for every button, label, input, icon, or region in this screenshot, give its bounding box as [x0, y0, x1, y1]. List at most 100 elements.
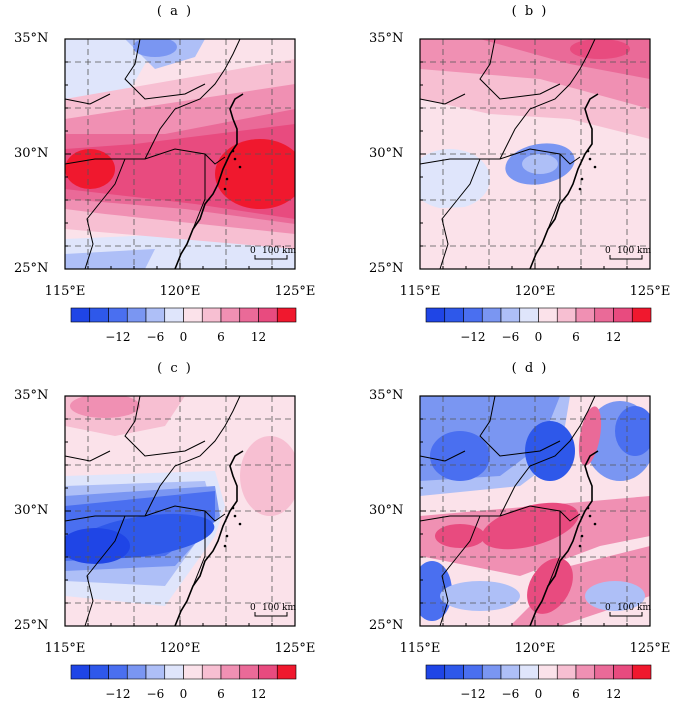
lon-label: 125°E [629, 284, 671, 299]
coastline [529, 93, 599, 270]
colorbar [70, 307, 297, 323]
colorbar-swatch [631, 664, 652, 680]
panel-title: ( a ) [156, 4, 194, 19]
colorbar-tick-label: −6 [501, 330, 520, 344]
scale-bar [254, 612, 288, 617]
colorbar-swatch [239, 664, 259, 680]
lat-label: 25°N [369, 618, 404, 633]
colorbar-swatch [258, 664, 278, 680]
lon-label: 115°E [399, 284, 441, 299]
colorbar-swatch [519, 664, 539, 680]
colorbar-swatch [89, 307, 109, 323]
colorbar-tick-label: 6 [217, 687, 225, 701]
colorbar-tick-label: 12 [250, 687, 267, 701]
lon-label: 125°E [274, 641, 316, 656]
lat-label: 35°N [369, 388, 404, 403]
colorbar-swatch [444, 664, 464, 680]
colorbar-swatch [444, 307, 464, 323]
colorbar-swatch [220, 664, 241, 680]
province-borders [419, 38, 596, 270]
lon-label: 125°E [629, 641, 671, 656]
colorbar-swatch [126, 307, 147, 323]
colorbar-swatch [519, 307, 539, 323]
colorbar-tick-label: 12 [605, 687, 622, 701]
colorbar-tick-label: −6 [501, 687, 520, 701]
colorbar-swatch [145, 307, 166, 323]
colorbar [70, 664, 297, 680]
colorbar-swatch [613, 307, 633, 323]
colorbar-swatch [575, 664, 596, 680]
panel-title: ( b ) [511, 4, 549, 19]
colorbar-tick-label: −12 [460, 687, 486, 701]
lat-label: 25°N [369, 261, 404, 276]
colorbar-swatch [258, 307, 278, 323]
lat-label: 35°N [14, 31, 49, 46]
colorbar-tick-label: 0 [179, 687, 188, 701]
colorbar-swatch [201, 307, 222, 323]
lon-label: 120°E [514, 284, 556, 299]
colorbar-swatch [164, 307, 184, 323]
colorbar-swatch [463, 307, 483, 323]
colorbar-tick-label: 0 [534, 330, 543, 344]
colorbar-swatch [538, 664, 558, 680]
colorbar-tick-label: −12 [460, 330, 486, 344]
colorbar-swatch [145, 664, 166, 680]
lon-label: 120°E [514, 641, 556, 656]
colorbar-swatch [613, 664, 633, 680]
colorbar-swatch [500, 307, 521, 323]
colorbar-swatch [276, 307, 297, 323]
colorbar-swatch [538, 307, 558, 323]
scale-zero: 0 [605, 603, 611, 613]
colorbar-tick-label: 12 [250, 330, 267, 344]
scale-bar [254, 255, 288, 260]
scale-bar [609, 612, 643, 617]
scale-label: 100 km [262, 603, 296, 613]
lon-label: 120°E [159, 641, 201, 656]
colorbar-swatch [631, 307, 652, 323]
scale-zero: 0 [250, 246, 256, 256]
colorbar-swatch [594, 664, 614, 680]
colorbar-swatch [481, 307, 502, 323]
colorbar-swatch [126, 664, 147, 680]
colorbar-swatch [276, 664, 297, 680]
lat-label: 25°N [14, 261, 49, 276]
panel-title: ( d ) [511, 361, 549, 376]
lon-label: 115°E [399, 641, 441, 656]
colorbar-tick-label: −6 [146, 687, 165, 701]
province-borders [64, 38, 241, 270]
map-panel: ( a ) 0 100 km 35°N 30°N 25°N 115°E 120°E 125°E −… [0, 0, 350, 353]
colorbar-swatch [463, 664, 483, 680]
lat-label: 35°N [369, 31, 404, 46]
colorbar-swatch [481, 664, 502, 680]
lat-label: 30°N [14, 503, 49, 518]
scale-zero: 0 [605, 246, 611, 256]
contour-fill [65, 39, 295, 269]
scale-zero: 0 [250, 603, 256, 613]
lat-label: 25°N [14, 618, 49, 633]
colorbar-tick-label: 6 [572, 687, 580, 701]
province-borders [64, 395, 241, 627]
province-borders [419, 395, 596, 627]
coastline [174, 93, 244, 270]
colorbar [425, 664, 652, 680]
colorbar-tick-label: −12 [105, 687, 131, 701]
panel-title: ( c ) [157, 361, 193, 376]
colorbar-swatch [201, 664, 222, 680]
map-plot: 0 100 km [64, 38, 297, 323]
scale-label: 100 km [617, 246, 651, 256]
colorbar-tick-label: −6 [146, 330, 165, 344]
lon-label: 115°E [44, 284, 86, 299]
colorbar-swatch [220, 307, 241, 323]
map-plot: 0 100 km [419, 38, 652, 323]
colorbar-swatch [556, 307, 577, 323]
colorbar-swatch [556, 664, 577, 680]
scale-bar [609, 255, 643, 260]
lon-label: 120°E [159, 284, 201, 299]
colorbar [425, 307, 652, 323]
map-plot: 0 100 km [64, 395, 297, 680]
coastline [529, 450, 599, 627]
colorbar-swatch [425, 307, 446, 323]
colorbar-swatch [108, 307, 128, 323]
colorbar-tick-label: 0 [179, 330, 188, 344]
colorbar-tick-label: 6 [217, 330, 225, 344]
